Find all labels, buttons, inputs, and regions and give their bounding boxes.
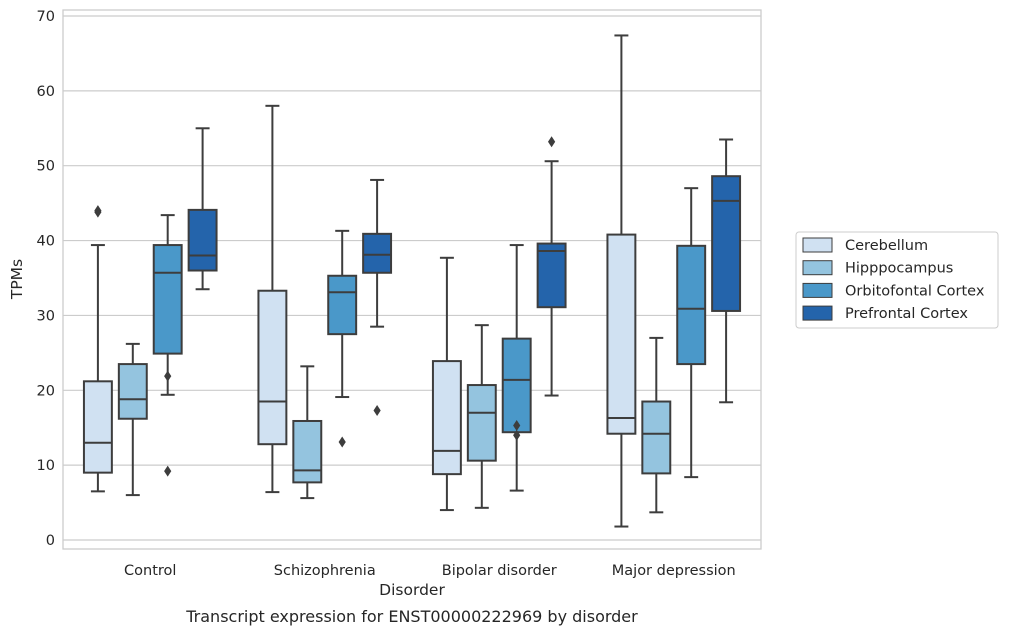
box [187, 208, 218, 272]
box [431, 360, 462, 476]
outlier-point [164, 465, 172, 477]
box [257, 289, 288, 446]
box [117, 363, 148, 420]
y-tick-label: 50 [37, 159, 55, 175]
legend-label: Prefrontal Cortex [845, 306, 968, 322]
box [606, 233, 637, 435]
series-prefrontal-cortex [187, 127, 742, 417]
box-series [82, 34, 742, 528]
box [362, 232, 393, 274]
box [82, 380, 113, 474]
box [501, 337, 532, 434]
legend-label: Cerebellum [845, 238, 928, 254]
legend-swatch [802, 260, 833, 276]
outlier-point [94, 205, 102, 217]
legend-swatch [802, 282, 833, 298]
x-tick-label: Bipolar disorder [442, 563, 557, 579]
box [676, 244, 707, 366]
y-tick-label: 70 [37, 9, 55, 25]
x-tick-label: Control [124, 563, 176, 579]
series-cerebellum [82, 34, 637, 528]
legend-label: Hipppocampus [845, 261, 953, 277]
figure-caption: Transcript expression for ENST0000022296… [185, 607, 638, 626]
box [292, 419, 323, 484]
y-tick-label: 60 [37, 84, 55, 100]
outlier-point [513, 419, 521, 431]
x-tick-label: Schizophrenia [274, 563, 376, 579]
box [641, 400, 672, 475]
y-tick-label: 20 [37, 383, 55, 399]
y-axis-ticks: 0 10 20 30 40 50 60 70 [37, 9, 55, 549]
x-axis-label: Disorder [379, 581, 445, 599]
legend-label: Orbitofontal Cortex [845, 283, 985, 299]
y-tick-label: 0 [46, 533, 55, 549]
legend-frame [795, 231, 999, 329]
series-orbitofontal-cortex [152, 187, 707, 492]
outlier-point [164, 370, 172, 382]
y-tick-label: 10 [37, 458, 55, 474]
outlier-point [513, 429, 521, 441]
series-hipppocampus [117, 324, 672, 514]
x-tick-label: Major depression [612, 563, 736, 579]
plot-frame [62, 9, 762, 550]
legend-swatch [802, 237, 833, 253]
box [327, 274, 358, 336]
box [466, 384, 497, 462]
y-axis-label: TPMs [8, 259, 26, 300]
outlier-point [548, 136, 556, 148]
legend: Cerebellum Hipppocampus Orbitofontal Corte… [795, 231, 999, 329]
box [536, 242, 567, 309]
y-tick-label: 30 [37, 308, 55, 324]
box [711, 175, 742, 312]
outlier-point [338, 436, 346, 448]
legend-swatch [802, 305, 833, 321]
y-tick-label: 40 [37, 234, 55, 250]
outlier-point [373, 405, 381, 417]
x-axis-ticks: Control Schizophrenia Bipolar disorder Majo… [124, 563, 736, 579]
box [152, 244, 183, 355]
